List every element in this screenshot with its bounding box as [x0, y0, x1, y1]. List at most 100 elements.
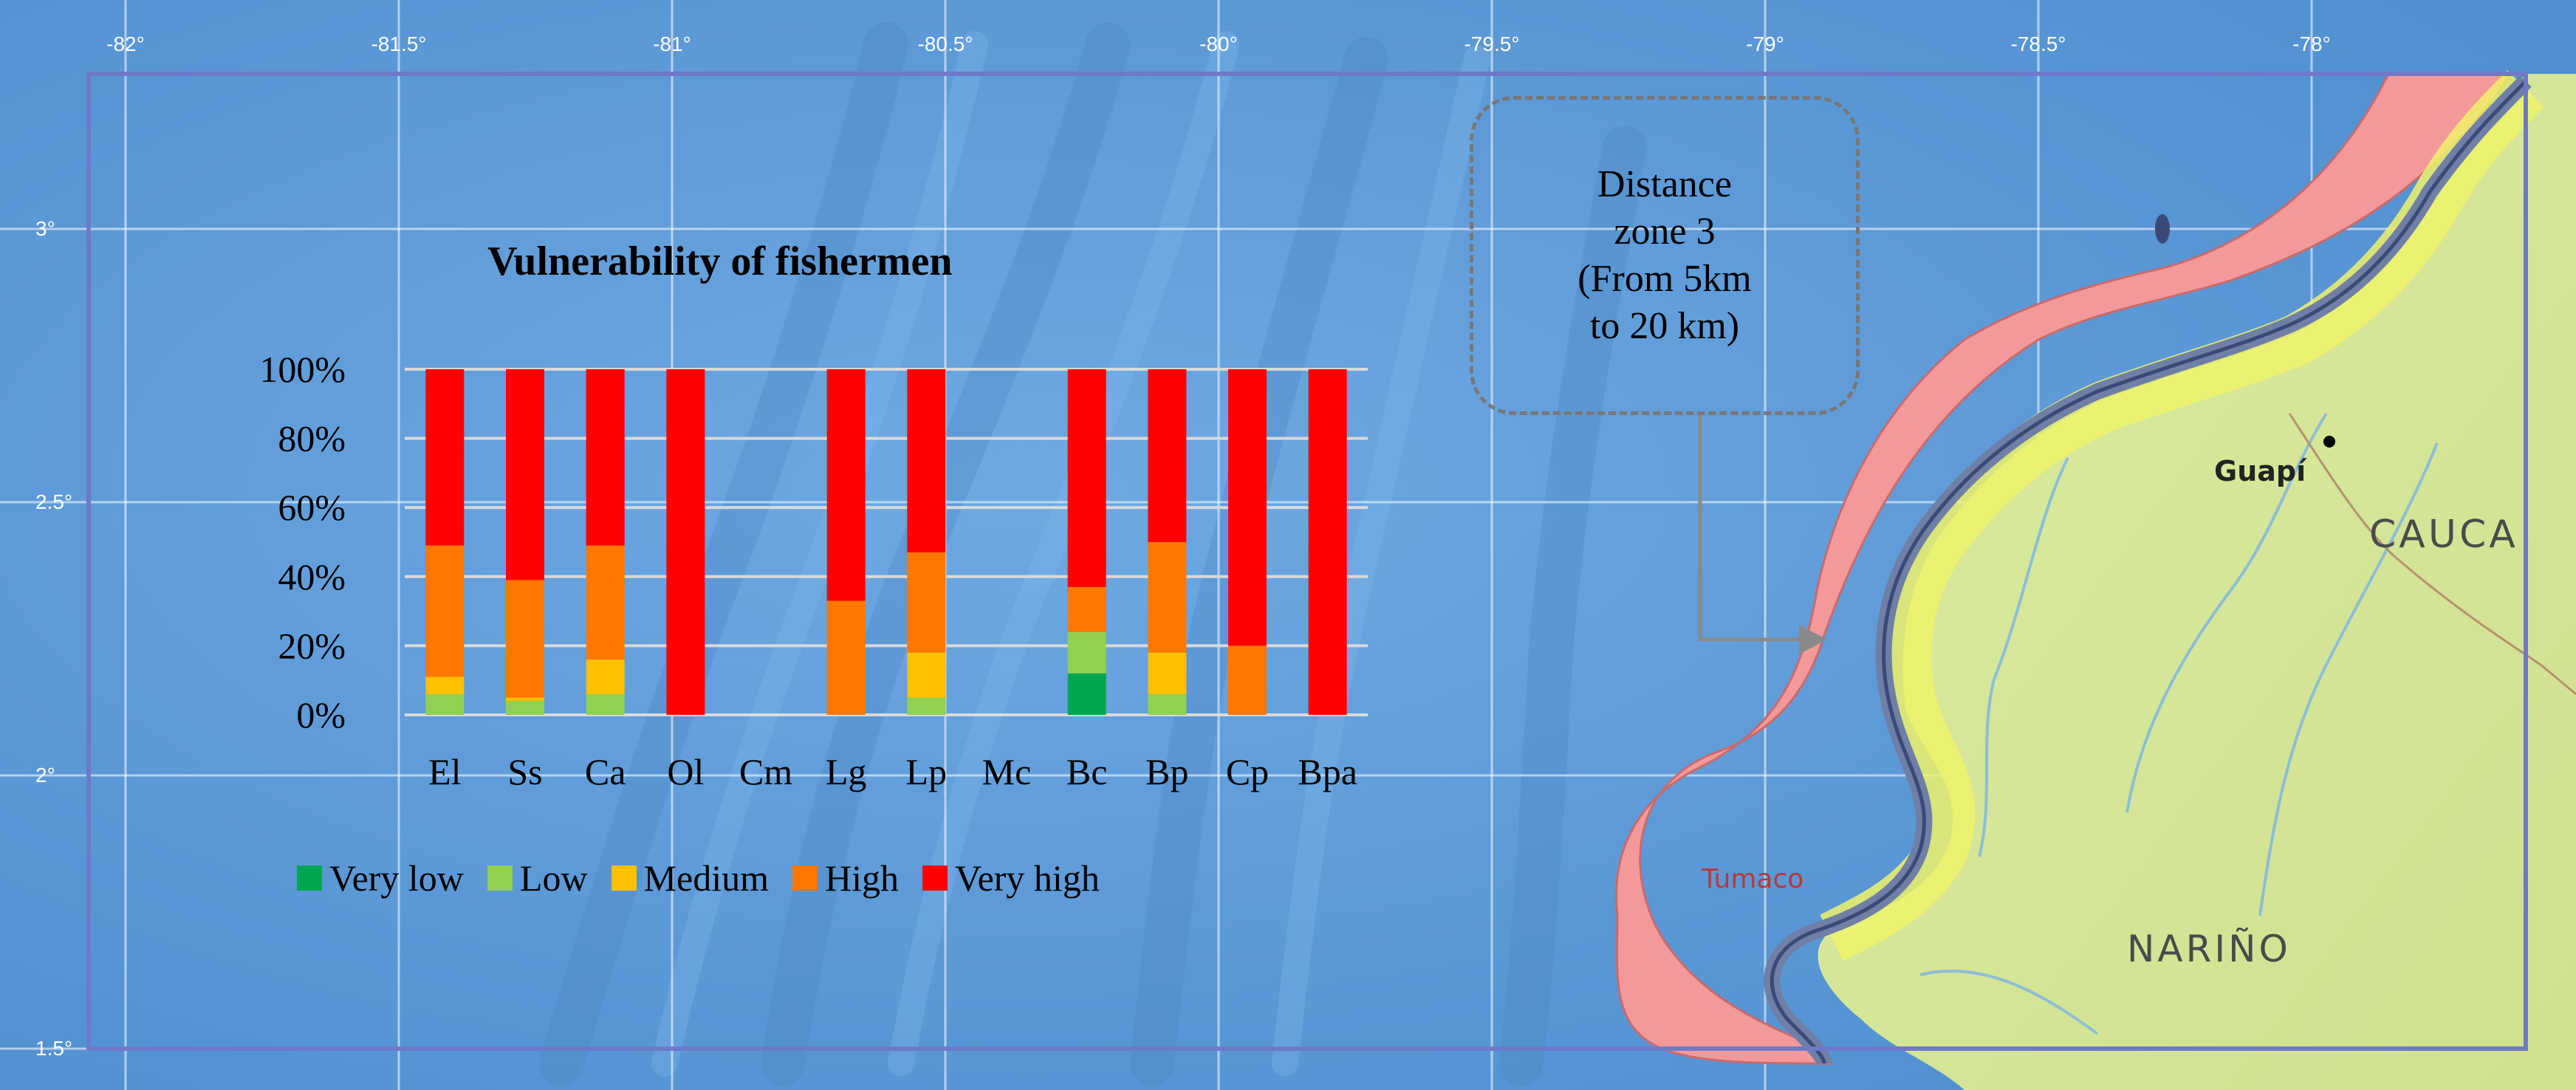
y-tick-label: 40% [278, 556, 346, 597]
bar-segment [425, 693, 465, 715]
y-tick-label: 100% [259, 349, 346, 390]
x-tick-label: Cm [739, 751, 792, 792]
legend-label: Very low [329, 857, 464, 899]
longitude-label: -80.5° [917, 32, 973, 55]
distance-zone-callout: Distance zone 3 (From 5km to 20 km) [1470, 96, 1860, 415]
legend-swatch [922, 866, 948, 891]
legend-label: Very high [955, 857, 1100, 899]
study-area-frame [86, 72, 2528, 1051]
x-tick-label: Bp [1145, 751, 1188, 792]
rivers [1919, 412, 2439, 1035]
guapi-marker [2323, 436, 2335, 448]
bar-segment [586, 693, 625, 715]
place-label-tumaco: Tumaco [1702, 864, 1804, 894]
legend-label: Medium [643, 857, 770, 899]
callout-line: to 20 km) [1589, 305, 1740, 347]
bar-segment [586, 659, 625, 694]
coastline-edge [1770, 80, 2527, 1064]
bar-segment [425, 545, 465, 677]
bar-segment [1067, 586, 1106, 632]
seafloor-highlights [651, 31, 1490, 1077]
legend-item: Very low [297, 857, 464, 899]
coastal-yellow-belt [1820, 70, 2544, 962]
y-tick-label: 60% [278, 487, 346, 528]
callout-connector [1698, 415, 1805, 642]
bar-segment [1067, 673, 1106, 715]
place-label-cauca: CAUCA [2369, 513, 2518, 557]
gorgona-island [2155, 214, 2170, 244]
bar-segment [425, 369, 465, 546]
bar-segment [1228, 645, 1267, 715]
bar-segment [1148, 652, 1187, 694]
longitude-label: -79° [1746, 32, 1784, 55]
x-tick-label: Bc [1066, 751, 1108, 792]
bar-segment [1067, 369, 1106, 587]
department-border [2288, 413, 2576, 696]
legend-swatch [611, 866, 637, 891]
legend-swatch [487, 866, 513, 891]
y-tick-label: 20% [278, 625, 346, 666]
x-tick-label: Ca [585, 751, 626, 792]
legend-label: High [825, 857, 900, 899]
bar-segment [586, 545, 625, 660]
x-tick-label: Lg [826, 751, 867, 792]
bar-segment [1148, 693, 1187, 715]
x-tick-label: Ss [507, 751, 542, 792]
latitude-label: 1.5° [35, 1037, 73, 1060]
bar-segment [506, 697, 544, 702]
place-label-narino: NARIÑO [2127, 928, 2291, 970]
bar-segment [666, 369, 705, 715]
y-tick-label: 0% [296, 694, 346, 736]
y-tick-label: 80% [278, 418, 346, 459]
callout-line: zone 3 [1614, 210, 1716, 253]
bar-segment [506, 580, 544, 698]
bar-segment [826, 369, 866, 601]
longitude-label: -81° [653, 32, 691, 55]
legend-item: High [792, 857, 899, 899]
vulnerability-bar-chart: 0% 20% 40% 60% 80% 100% El Ss Ca Ol Cm Lg Lp Mc Bc Bp Cp… [259, 349, 1368, 792]
bar-segment [506, 369, 544, 580]
bar-segment [586, 369, 625, 546]
x-tick-label: Mc [982, 751, 1032, 792]
bar-segment [1148, 369, 1187, 542]
bar-segment [425, 676, 465, 694]
latitude-label: 2.5° [35, 490, 73, 513]
bar-segment [1067, 631, 1106, 673]
callout-line: Distance [1597, 163, 1732, 205]
bar-segment [826, 600, 866, 715]
bar-segment [1148, 542, 1187, 653]
longitude-label: -78.5° [2010, 32, 2066, 55]
bar-segment [907, 369, 946, 553]
longitude-label: -81.5° [371, 32, 427, 55]
legend-swatch [297, 866, 322, 891]
legend-item: Medium [611, 857, 770, 899]
legend-item: Very high [922, 857, 1100, 899]
longitude-label: -80° [1199, 32, 1238, 55]
place-label-guapi: Guapí [2214, 455, 2306, 487]
latitude-label: 2° [35, 764, 55, 786]
legend-swatch [792, 866, 818, 891]
legend-item: Low [487, 857, 588, 899]
x-tick-label: Lp [906, 751, 948, 792]
distance-zone-3 [1615, 72, 2513, 1065]
bar-segment [907, 552, 946, 653]
longitude-label: -82° [106, 32, 145, 55]
x-tick-label: Cp [1226, 751, 1269, 792]
chart-legend: Very low Low Medium High Very high [297, 857, 1123, 899]
bar-segment [1228, 369, 1267, 646]
latitude-label: 3° [35, 217, 55, 240]
legend-label: Low [519, 857, 588, 899]
longitude-label: -79.5° [1464, 32, 1520, 55]
x-tick-label: Ol [667, 751, 704, 792]
bar-segment [907, 697, 946, 715]
x-tick-label: El [428, 751, 461, 792]
chart-title: Vulnerability of fishermen [487, 239, 953, 284]
longitude-label: -78° [2292, 32, 2331, 55]
callout-arrowhead [1799, 625, 1827, 654]
land-colombia [1818, 74, 2576, 1090]
bar-segment [506, 701, 544, 715]
bar-segment [907, 652, 946, 698]
bar-segment [1308, 369, 1347, 715]
